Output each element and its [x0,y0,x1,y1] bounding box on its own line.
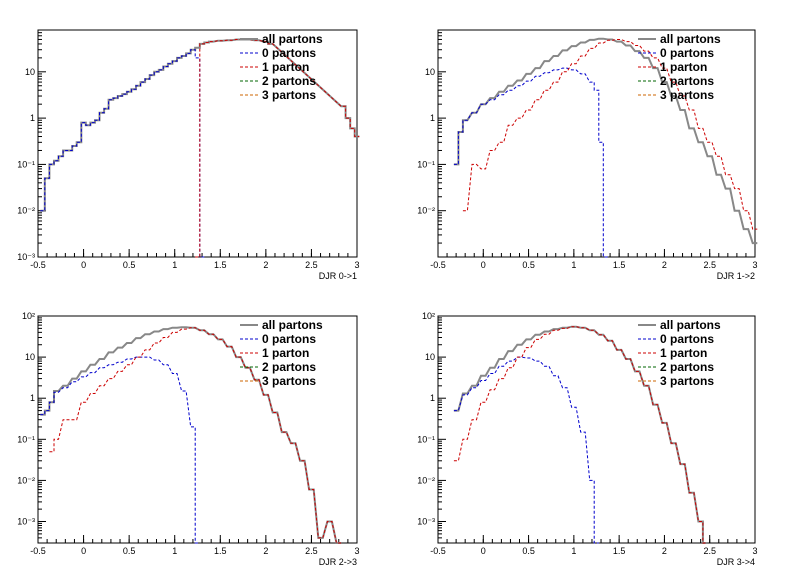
series-0-partons [453,356,599,544]
x-tick-label: 3 [354,260,359,270]
x-tick-label: 3 [752,260,757,270]
series-0-partons [40,49,205,258]
legend-entry: 1 parton [660,346,707,360]
legend-entry: 3 partons [660,88,714,102]
x-tick-label: 3 [752,546,757,556]
panel-2: -0.5 0 0.5 1 1.5 2 2.5 3 10⁻² 10⁻¹ 1 10 DJR 1->2 all … [417,29,758,281]
y-tick-label: 10⁻³ [17,517,35,527]
x-tick-label: -0.5 [430,260,446,270]
series-1-parton [49,327,342,544]
x-tick-label: 0.5 [123,260,136,270]
x-axis-label: DJR 0->1 [319,271,357,281]
x-tick-label: 0 [81,260,86,270]
x-axis-label: DJR 2->3 [319,557,357,567]
x-tick-label: 2 [662,260,667,270]
legend-entry: all partons [262,318,323,332]
panel-1: -0.5 0 0.5 1 1.5 2 2.5 3 10⁻³ 10⁻² 10⁻¹ 1 10 DJR 0->1… [17,29,360,281]
x-tick-label: 2.5 [305,546,318,556]
x-axis-label: DJR 3->4 [717,557,755,567]
legend-entry: 3 partons [262,374,316,388]
x-tick-label: 0.5 [123,546,136,556]
y-tick-label: 1 [430,113,435,123]
panel-4: -0.5 0 0.5 1 1.5 2 2.5 3 10⁻³ 10⁻² 10⁻¹ 1 10 10² DJR 3… [417,311,757,567]
legend-entry: 2 partons [262,360,316,374]
y-tick-label: 10⁻² [17,475,35,485]
y-tick-label: 10⁻² [17,206,35,216]
y-tick-label: 10 [425,352,435,362]
x-tick-label: 0.5 [522,260,535,270]
x-tick-label: -0.5 [30,260,46,270]
y-tick-label: 10⁻³ [17,252,35,262]
x-axis-label: DJR 1->2 [717,271,755,281]
x-tick-label: 0 [81,546,86,556]
legend-entry: 3 partons [660,374,714,388]
y-tick-label: 1 [430,393,435,403]
x-tick-label: 2.5 [703,546,716,556]
plot-frame [437,315,756,544]
y-tick-label: 10⁻² [417,206,435,216]
series-1-parton [462,39,758,230]
legend-entry: all partons [262,32,323,46]
series-all-partons [40,326,342,544]
x-tick-label: 0 [481,260,486,270]
x-tick-label: 1.5 [613,260,626,270]
legend-entry: 0 partons [262,46,316,60]
legend-entry: 3 partons [262,88,316,102]
x-tick-label: 2 [263,260,268,270]
x-tick-label: 1 [172,260,177,270]
legend-entry: 1 parton [262,60,309,74]
y-tick-label: 1 [30,113,35,123]
legend-entry: 2 partons [660,74,714,88]
x-tick-label: 2 [263,546,268,556]
legend-entry: 1 parton [262,346,309,360]
x-tick-label: 1 [172,546,177,556]
x-tick-label: 0 [481,546,486,556]
legend-entry: 0 partons [262,332,316,346]
x-tick-label: -0.5 [30,546,46,556]
legend-entry: 0 partons [660,46,714,60]
y-tick-label: 10⁻¹ [417,434,435,444]
y-tick-label: 10² [22,311,35,321]
legend-entry: 0 partons [660,332,714,346]
x-tick-label: 1 [571,546,576,556]
y-tick-label: 10⁻¹ [17,434,35,444]
series-1-parton [195,39,360,258]
series-all-partons [453,37,758,245]
x-tick-label: 0.5 [522,546,535,556]
plot-frame [437,29,756,258]
y-tick-label: 10⁻¹ [17,159,35,169]
y-tick-label: 10⁻² [417,475,435,485]
y-tick-label: 10² [422,311,435,321]
x-tick-label: 2 [662,546,667,556]
legend-entry: all partons [660,318,721,332]
x-tick-label: 3 [354,546,359,556]
series-1-parton [453,326,708,544]
y-tick-label: 10 [25,352,35,362]
legend-entry: 1 parton [660,60,707,74]
y-tick-label: 10⁻¹ [417,159,435,169]
legend-entry: all partons [660,32,721,46]
y-tick-label: 10⁻³ [417,517,435,527]
legend-entry: 2 partons [262,74,316,88]
x-tick-label: 2.5 [305,260,318,270]
x-tick-label: 1 [571,260,576,270]
x-tick-label: 2.5 [703,260,716,270]
x-tick-label: -0.5 [430,546,446,556]
series-0-partons [453,67,608,258]
y-tick-label: 10 [25,67,35,77]
panel-3: -0.5 0 0.5 1 1.5 2 2.5 3 10⁻³ 10⁻² 10⁻¹ 1 10 10² DJR 2… [17,311,359,567]
y-tick-label: 1 [30,393,35,403]
x-tick-label: 1.5 [214,260,227,270]
legend-entry: 2 partons [660,360,714,374]
x-tick-label: 1.5 [613,546,626,556]
x-tick-label: 1.5 [214,546,227,556]
y-tick-label: 10 [425,67,435,77]
